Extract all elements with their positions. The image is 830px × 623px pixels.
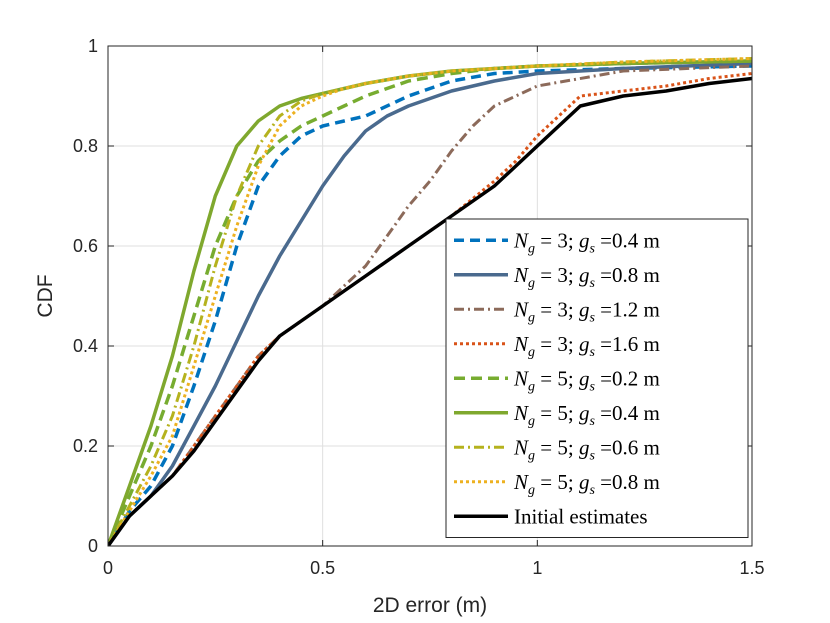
y-tick-label: 1: [88, 36, 98, 56]
y-tick-label: 0.6: [73, 236, 98, 256]
legend-label-6: Ng = 5; gs =0.4 m: [513, 401, 660, 429]
legend: Ng = 3; gs =0.4 m Ng = 3; gs =0.8 m Ng = 3…: [445, 218, 749, 538]
series-line-1: [108, 64, 752, 546]
x-tick-label: 0: [103, 558, 113, 578]
x-axis-label: 2D error (m): [373, 594, 487, 617]
y-axis-label: CDF: [34, 274, 57, 317]
x-tick-label: 1.5: [739, 558, 764, 578]
y-tick-label: 0: [88, 536, 98, 556]
series-line-4: [108, 72, 752, 546]
x-tick-label: 0.5: [310, 558, 335, 578]
x-tick-label: 1: [532, 558, 542, 578]
y-tick-label: 0.8: [73, 136, 98, 156]
series-line-2: [108, 61, 752, 546]
tick-labels: 0 0.5 1 1.5 0 0.2 0.4 0.6 0.8 1: [73, 36, 765, 578]
legend-label-9: Initial estimates: [514, 504, 648, 528]
legend-label-2: Ng = 3; gs =0.8 m: [513, 263, 660, 291]
plot-area: [108, 57, 752, 546]
series-line-9: [108, 76, 752, 546]
legend-label-5: Ng = 5; gs =0.2 m: [513, 366, 660, 394]
axes-box: [107, 45, 753, 547]
y-tick-label: 0.4: [73, 336, 98, 356]
legend-label-8: Ng = 5; gs =0.8 m: [513, 470, 660, 498]
legend-label-7: Ng = 5; gs =0.6 m: [513, 435, 660, 463]
series-line-7: [108, 57, 752, 546]
legend-label-3: Ng = 3; gs =1.2 m: [513, 297, 660, 325]
legend-label-1: Ng = 3; gs =0.4 m: [513, 228, 660, 256]
series-line-8: [108, 57, 752, 546]
y-tick-label: 0.2: [73, 436, 98, 456]
legend-label-4: Ng = 3; gs =1.6 m: [513, 332, 660, 360]
series-lines: [108, 57, 752, 546]
